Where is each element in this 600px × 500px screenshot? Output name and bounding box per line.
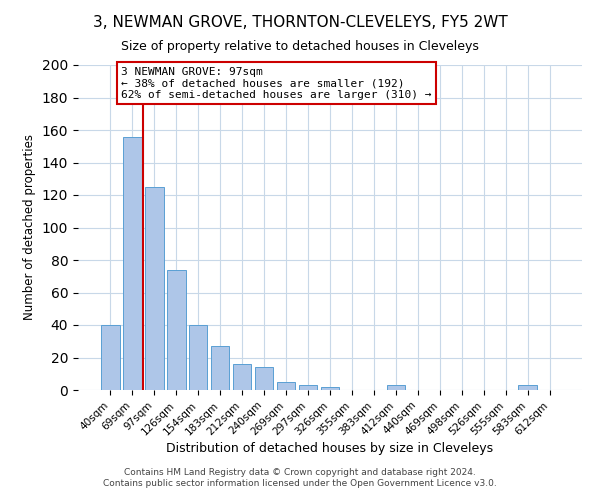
Text: 3, NEWMAN GROVE, THORNTON-CLEVELEYS, FY5 2WT: 3, NEWMAN GROVE, THORNTON-CLEVELEYS, FY5…	[92, 15, 508, 30]
Bar	[101, 325, 119, 390]
Bar	[277, 382, 295, 390]
Bar	[255, 367, 274, 390]
Text: Contains HM Land Registry data © Crown copyright and database right 2024.
Contai: Contains HM Land Registry data © Crown c…	[103, 468, 497, 487]
Bar	[386, 385, 405, 390]
Bar	[123, 136, 142, 390]
Text: Size of property relative to detached houses in Cleveleys: Size of property relative to detached ho…	[121, 40, 479, 53]
Bar	[233, 364, 251, 390]
Bar	[189, 325, 208, 390]
Bar	[518, 385, 537, 390]
Bar	[320, 387, 340, 390]
Bar	[211, 346, 229, 390]
Bar	[299, 385, 317, 390]
Y-axis label: Number of detached properties: Number of detached properties	[23, 134, 36, 320]
X-axis label: Distribution of detached houses by size in Cleveleys: Distribution of detached houses by size …	[166, 442, 494, 455]
Bar	[145, 187, 164, 390]
Bar	[167, 270, 185, 390]
Text: 3 NEWMAN GROVE: 97sqm
← 38% of detached houses are smaller (192)
62% of semi-det: 3 NEWMAN GROVE: 97sqm ← 38% of detached …	[121, 66, 432, 100]
